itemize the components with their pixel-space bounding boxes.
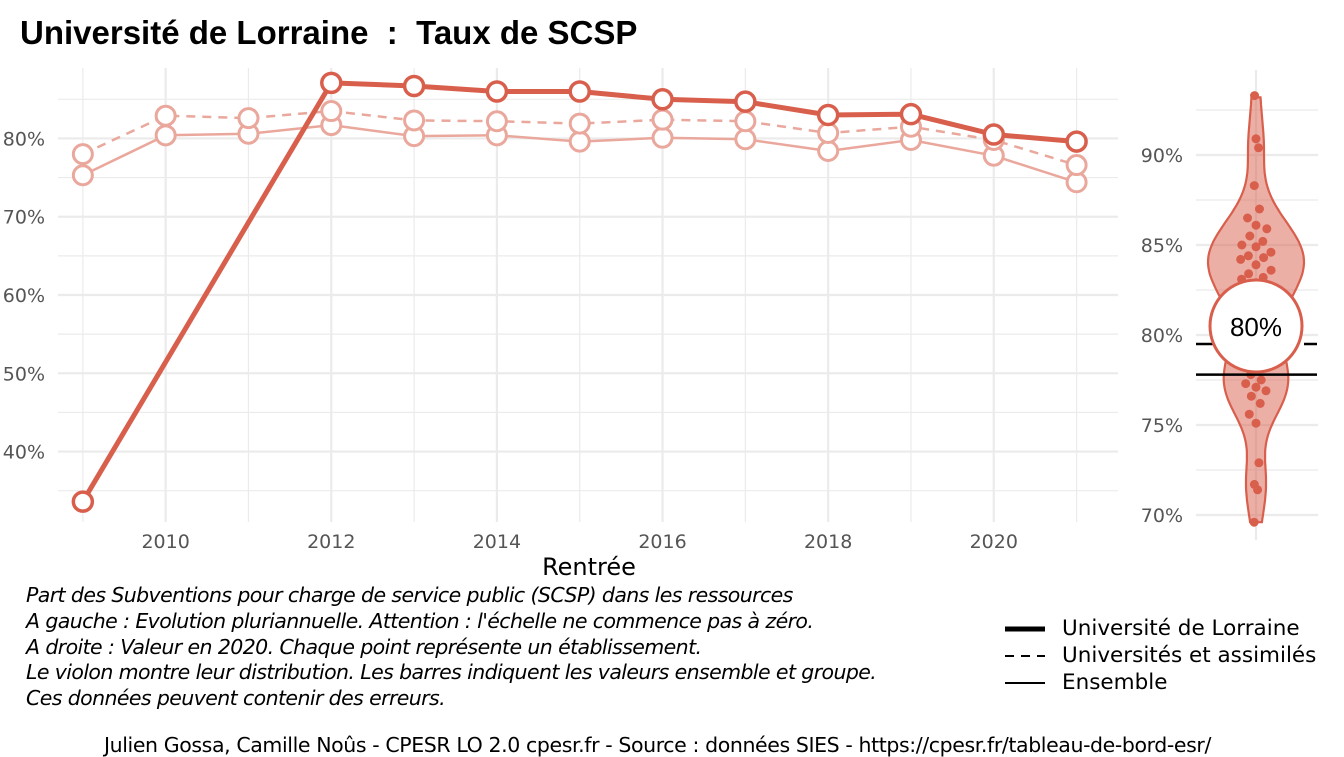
institution-point <box>1249 517 1259 527</box>
data-point-dashed <box>71 143 94 166</box>
institution-point <box>1251 242 1261 252</box>
legend-key-dashed <box>1005 654 1045 657</box>
data-point-dashed <box>817 121 840 144</box>
data-point-dashed <box>320 100 343 123</box>
data-point-solid-thick <box>320 71 343 95</box>
data-point-solid-thick <box>982 123 1006 146</box>
y-tick-label: 60% <box>3 285 45 307</box>
x-axis-label: Rentrée <box>542 553 636 581</box>
y-tick-label: 80% <box>1141 325 1183 347</box>
institution-point <box>1244 269 1254 279</box>
x-tick-label: 2010 <box>141 531 189 553</box>
chart-title: Université de Lorraine : Taux de SCSP <box>20 14 638 51</box>
institution-point <box>1237 240 1247 250</box>
y-tick-label: 40% <box>3 442 45 464</box>
data-point-dashed <box>237 107 260 130</box>
data-point-dashed <box>734 110 757 133</box>
institution-point <box>1236 254 1246 264</box>
institution-point <box>1243 251 1253 261</box>
legend: Université de Lorraine Universités et as… <box>1005 615 1316 696</box>
institution-point <box>1254 204 1264 214</box>
legend-label: Ensemble <box>1062 670 1168 695</box>
y-tick-label: 50% <box>3 363 45 385</box>
institution-point <box>1251 418 1261 428</box>
legend-key-thin <box>1005 681 1045 684</box>
data-point-solid-thin <box>734 128 757 151</box>
institution-point <box>1244 409 1254 419</box>
x-tick-label: 2020 <box>970 531 1018 553</box>
legend-key-thick <box>1005 626 1045 631</box>
violin-chart-panel: 70% 75% 80% 85% 90% 80% <box>1141 70 1318 540</box>
data-point-solid-thick <box>651 88 674 111</box>
x-tick-label: 2014 <box>473 531 521 553</box>
institution-point <box>1245 231 1255 241</box>
institution-point <box>1251 134 1261 144</box>
line-chart-panel: 40% 50% 60% 70% 80% 2010 2012 2014 2016 2018 2020 R… <box>3 68 1118 581</box>
data-point-solid-thick <box>734 90 757 113</box>
y-tick-label: 90% <box>1141 145 1183 167</box>
institution-point <box>1254 458 1264 468</box>
caption-line: A gauche : Evolution pluriannuelle. Atte… <box>26 608 814 633</box>
data-point-solid-thin <box>568 130 591 153</box>
data-point-solid-thin <box>651 126 674 149</box>
institution-point <box>1261 386 1271 396</box>
chart-canvas: 40% 50% 60% 70% 80% 2010 2012 2014 2016 2018 2020 R… <box>3 68 1318 581</box>
institution-point <box>1262 224 1272 234</box>
x-tick-label: 2012 <box>307 531 355 553</box>
institution-point <box>1256 375 1266 385</box>
data-point-solid-thick <box>1065 130 1088 153</box>
data-point-dashed <box>651 108 674 131</box>
data-point-solid-thick <box>816 103 840 127</box>
institution-point <box>1266 265 1276 275</box>
legend-item: Université de Lorraine <box>1005 615 1316 642</box>
y-tick-label: 75% <box>1141 415 1183 437</box>
data-point-solid-thick <box>485 80 509 103</box>
institution-point <box>1250 91 1260 101</box>
institution-point <box>1251 382 1261 392</box>
institution-point <box>1254 143 1264 153</box>
data-point-solid-thick <box>899 102 923 126</box>
caption-line: Ces données peuvent contenir des erreurs… <box>26 686 446 711</box>
footer-credits: Julien Gossa, Camille Noûs - CPESR LO 2.… <box>104 733 1211 757</box>
data-point-dashed <box>568 112 591 135</box>
data-point-dashed <box>1065 154 1088 177</box>
data-point-dashed <box>403 109 426 132</box>
data-point-solid-thick <box>71 490 95 513</box>
data-point-dashed <box>154 104 177 127</box>
institution-point <box>1241 379 1251 389</box>
institution-point <box>1259 253 1269 263</box>
data-point-solid-thick <box>568 80 591 103</box>
chart-caption: Part des Subventions pour charge de serv… <box>26 583 877 712</box>
highlight-marker <box>1208 278 1304 374</box>
legend-label: Université de Lorraine <box>1062 616 1300 641</box>
institution-point <box>1266 247 1276 257</box>
caption-line: Part des Subventions pour charge de serv… <box>26 583 793 607</box>
x-tick-label: 2016 <box>638 531 686 553</box>
data-point-solid-thin <box>71 164 94 187</box>
institution-point <box>1251 260 1261 270</box>
data-point-solid-thin <box>817 139 840 162</box>
y-tick-label: 70% <box>3 207 45 229</box>
caption-line: A droite : Valeur en 2020. Chaque point … <box>26 634 702 659</box>
institution-point <box>1246 391 1256 401</box>
y-tick-label: 70% <box>1141 505 1183 527</box>
caption-line: Le violon montre leur distribution. Les … <box>26 660 877 685</box>
legend-item: Ensemble <box>1005 669 1316 696</box>
data-point-solid-thick <box>402 74 426 98</box>
legend-label: Universités et assimilés <box>1062 643 1317 668</box>
data-point-solid-thin <box>154 124 177 147</box>
institution-point <box>1255 398 1265 408</box>
institution-point <box>1251 220 1261 230</box>
institution-point <box>1253 485 1263 495</box>
y-tick-label: 85% <box>1141 235 1183 257</box>
institution-point <box>1258 236 1268 246</box>
institution-point <box>1243 213 1253 223</box>
legend-item: Universités et assimilés <box>1005 642 1316 669</box>
y-tick-label: 80% <box>3 128 45 150</box>
data-point-dashed <box>485 110 508 133</box>
institution-point <box>1249 181 1259 191</box>
highlight-value-label: 80% <box>1230 312 1282 342</box>
x-tick-label: 2018 <box>804 531 852 553</box>
